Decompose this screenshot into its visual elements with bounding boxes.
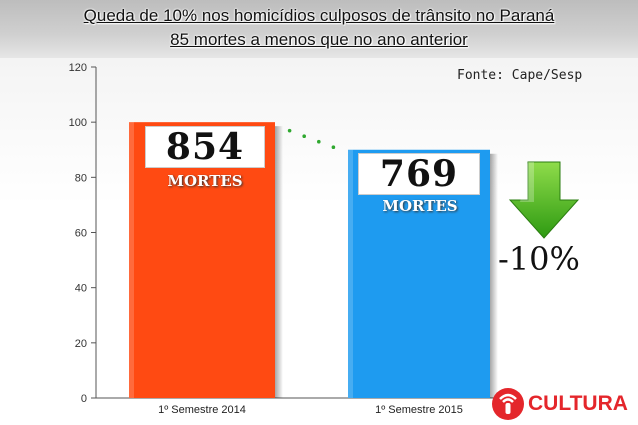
bar-2015-unit: MORTES [382,197,458,215]
chart-subtitle: 85 mortes a menos que no ano anterior [170,30,468,49]
y-tick-label: 0 [81,393,87,405]
bar-2015-shadow [490,153,498,398]
source-label: Fonte: Cape/Sesp [457,68,583,83]
chart-title: Queda de 10% nos homicídios culposos de … [83,6,555,25]
bar-2014-value: 854 [145,126,265,168]
plot-background [0,58,638,425]
down-arrow-icon [508,161,580,239]
cultura-logo: CULTURA [490,387,636,421]
y-tick-label: 40 [75,283,87,295]
y-tick-label: 20 [75,338,87,350]
header-banner: Queda de 10% nos homicídios culposos de … [0,0,638,58]
trend-dots [287,128,336,150]
bar-2014-unit: MORTES [167,172,243,190]
y-tick-label: 80 [75,172,87,184]
y-tick-label: 120 [69,62,87,74]
bar-2015-highlight [348,149,353,398]
bar-2015-value: 769 [358,153,480,195]
radio-mic-icon [492,388,524,420]
trend-dot [287,128,292,133]
logo-text: CULTURA [528,392,628,415]
x-tick-label: 1º Semestre 2014 [158,404,246,416]
trend-dot [331,145,336,150]
trend-dot [302,134,307,138]
bar-2014 [129,122,275,399]
trend-dot [317,139,321,144]
change-percent: -10% [498,240,580,278]
y-tick-label: 60 [75,228,87,240]
x-tick-label: 1º Semestre 2015 [375,404,463,416]
bar-2014-shadow [275,126,283,399]
y-tick-label: 100 [69,117,87,129]
bar-2014-highlight [129,122,134,399]
